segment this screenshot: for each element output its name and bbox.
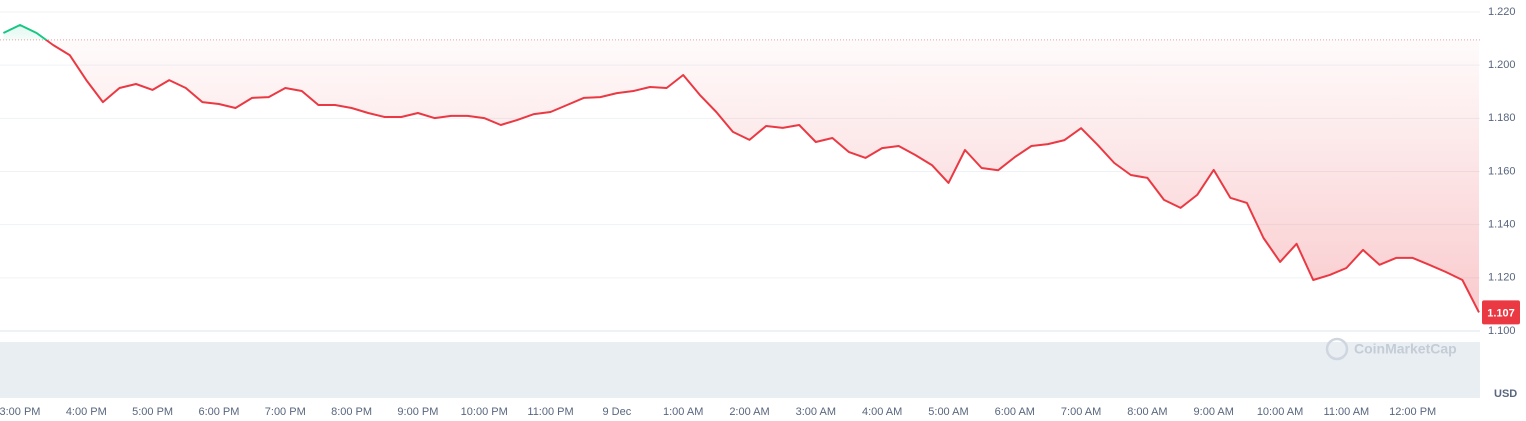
y-tick-label: 1.200	[1488, 59, 1516, 71]
area-fill	[3, 25, 1480, 313]
watermark-text: CoinMarketCap	[1354, 341, 1457, 357]
y-axis-unit: USD	[1494, 388, 1517, 400]
x-tick-label: 7:00 PM	[265, 406, 306, 418]
x-tick-label: 9 Dec	[602, 406, 631, 418]
y-tick-label: 1.160	[1488, 165, 1516, 177]
x-tick-label: 8:00 AM	[1127, 406, 1167, 418]
y-tick-label: 1.140	[1488, 219, 1516, 231]
y-tick-label: 1.100	[1488, 325, 1516, 337]
x-tick-label: 6:00 PM	[198, 406, 239, 418]
price-line	[2, 24, 1480, 313]
x-tick-label: 5:00 PM	[132, 406, 173, 418]
x-tick-label: 10:00 PM	[461, 406, 508, 418]
x-tick-label: 2:00 AM	[729, 406, 769, 418]
volume-area	[0, 342, 1480, 398]
y-tick-label: 1.120	[1488, 272, 1516, 284]
x-tick-label: 8:00 PM	[331, 406, 372, 418]
x-tick-label: 6:00 AM	[995, 406, 1035, 418]
x-tick-label: 10:00 AM	[1257, 406, 1303, 418]
x-tick-label: 4:00 AM	[862, 406, 902, 418]
x-tick-label: 9:00 AM	[1194, 406, 1234, 418]
y-tick-label: 1.220	[1488, 6, 1516, 18]
x-tick-label: 9:00 PM	[397, 406, 438, 418]
x-tick-label: 4:00 PM	[66, 406, 107, 418]
price-badge-label: 1.107	[1487, 307, 1515, 319]
x-tick-label: 3:00 PM	[0, 406, 40, 418]
x-tick-label: 1:00 AM	[663, 406, 703, 418]
x-tick-label: 11:00 AM	[1324, 406, 1370, 418]
x-tick-label: 3:00 AM	[796, 406, 836, 418]
x-tick-label: 11:00 PM	[527, 406, 573, 418]
watermark: CoinMarketCap	[1325, 337, 1457, 361]
x-tick-label: 12:00 PM	[1389, 406, 1436, 418]
x-tick-label: 7:00 AM	[1061, 406, 1101, 418]
y-tick-label: 1.180	[1488, 112, 1516, 124]
price-badge	[1482, 300, 1520, 325]
x-tick-label: 5:00 AM	[928, 406, 968, 418]
